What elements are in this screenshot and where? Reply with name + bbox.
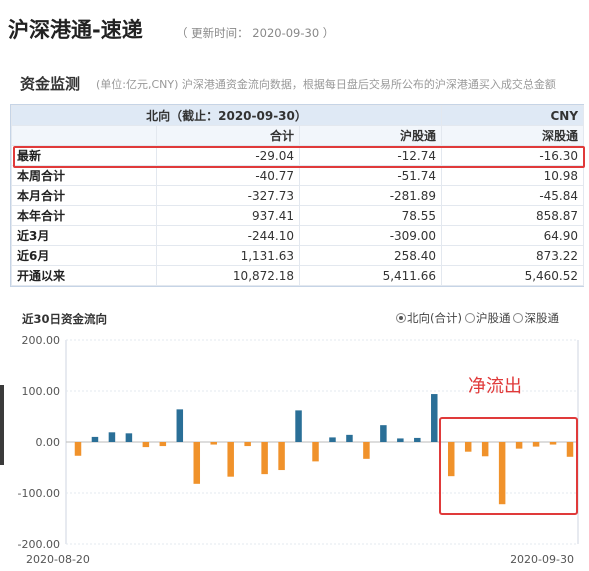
bar <box>261 442 268 475</box>
empty-header <box>11 125 157 146</box>
chart-title: 近30日资金流向 <box>22 312 108 326</box>
row-label: 本月合计 <box>11 185 157 206</box>
bar <box>431 394 438 442</box>
bar <box>397 438 404 442</box>
bar <box>498 442 506 505</box>
bar <box>176 409 184 442</box>
bar <box>312 442 319 462</box>
bar <box>414 437 421 442</box>
bar <box>566 442 574 457</box>
y-tick-label: 0.00 <box>36 436 61 449</box>
radio-shenzhen[interactable]: 深股通 <box>513 310 559 326</box>
row-value: 78.55 <box>298 205 443 226</box>
bar <box>363 442 370 459</box>
section-note: (单位:亿元,CNY) 沪深港通资金流向数据，根据每日盘后交易所公布的沪深港通买… <box>96 78 556 91</box>
net-outflow-annotation: 净流出 <box>468 376 522 397</box>
row-value: 858.87 <box>441 205 585 226</box>
radio-unselected-icon <box>513 313 524 323</box>
column-header-total: 合计 <box>156 125 300 146</box>
row-value: 10.98 <box>441 165 585 186</box>
column-header-row: 合计 沪股通 深股通 <box>11 125 585 146</box>
table-row: 本年合计 937.41 78.55 858.87 <box>11 205 585 226</box>
currency-label: CNY <box>441 105 585 126</box>
x-start-label: 2020-08-20 <box>26 553 90 566</box>
bar <box>193 442 201 484</box>
table-header-row: 北向（截止：2020-09-30） CNY <box>10 105 585 126</box>
bar <box>125 433 133 442</box>
row-label: 开通以来 <box>11 265 157 286</box>
row-value: 258.40 <box>298 245 443 266</box>
row-value: -51.74 <box>298 165 443 186</box>
row-label: 近3月 <box>11 225 157 246</box>
flow-bar-chart: 200.00 100.00 0.00 -100.00 -200.00 2020-08-20… <box>18 334 579 566</box>
bar <box>447 442 455 477</box>
y-tick-label: -200.00 <box>18 538 60 551</box>
radio-shanghai[interactable]: 沪股通 <box>464 310 511 326</box>
direction-header: 北向（截止：2020-09-30） <box>10 105 443 126</box>
bar <box>278 442 285 471</box>
row-value: 5,411.66 <box>298 265 443 286</box>
table-row: 近6月 1,131.63 258.40 873.22 <box>11 245 585 266</box>
row-value: -309.00 <box>298 225 443 246</box>
bar <box>464 442 472 452</box>
update-time: （ 更新时间： 2020-09-30 ） <box>176 26 335 40</box>
radio-label: 深股通 <box>524 311 559 325</box>
bar <box>380 425 387 442</box>
row-value: 873.22 <box>441 245 585 266</box>
bar <box>108 432 116 442</box>
bar <box>329 437 336 442</box>
row-label: 本年合计 <box>11 205 157 226</box>
bar <box>210 442 217 445</box>
bar <box>244 442 251 447</box>
x-end-label: 2020-09-30 <box>510 553 574 566</box>
bar <box>515 442 523 449</box>
row-value: 937.41 <box>156 205 300 226</box>
bar <box>549 442 557 445</box>
row-label: 本周合计 <box>11 165 157 186</box>
table-row: 开通以来 10,872.18 5,411.66 5,460.52 <box>11 265 585 286</box>
row-label: 近6月 <box>11 245 157 266</box>
row-value: 10,872.18 <box>156 265 300 286</box>
bar <box>346 434 353 442</box>
table-row: 近3月 -244.10 -309.00 64.90 <box>11 225 585 246</box>
radio-unselected-icon <box>464 313 475 323</box>
page-title: 沪深港通-速递 <box>8 18 143 42</box>
column-header-sz: 深股通 <box>441 125 585 146</box>
row-value: -327.73 <box>156 185 300 206</box>
y-tick-label: 100.00 <box>22 385 61 398</box>
bar <box>295 410 302 442</box>
radio-label: 北向(合计) <box>407 311 462 325</box>
y-tick-label: 200.00 <box>22 334 61 347</box>
row-value: -244.10 <box>156 225 300 246</box>
row-value: -45.84 <box>441 185 585 206</box>
table-row: 本周合计 -40.77 -51.74 10.98 <box>11 165 585 186</box>
bar <box>91 436 99 442</box>
left-edge-bar <box>0 385 4 465</box>
row-value: 64.90 <box>441 225 585 246</box>
row-value: 5,460.52 <box>441 265 585 286</box>
bar <box>142 442 150 448</box>
row-value: -281.89 <box>298 185 443 206</box>
capital-flow-table: 北向（截止：2020-09-30） CNY 合计 沪股通 深股通 最新 -29.0… <box>10 104 585 287</box>
y-tick-label: -100.00 <box>18 487 60 500</box>
radio-north-total[interactable]: 北向(合计) <box>396 310 462 326</box>
radio-selected-icon <box>396 313 406 323</box>
net-outflow-highlight-box <box>439 417 578 515</box>
bar <box>481 442 489 457</box>
bar <box>532 442 540 447</box>
chart-mode-radio-group: 北向(合计) 沪股通 深股通 <box>396 310 562 326</box>
section-title: 资金监测 <box>20 75 81 93</box>
column-header-sh: 沪股通 <box>298 125 443 146</box>
row-value: 1,131.63 <box>156 245 300 266</box>
table-row: 本月合计 -327.73 -281.89 -45.84 <box>11 185 585 206</box>
radio-label: 沪股通 <box>475 311 511 325</box>
row-value: -40.77 <box>156 165 300 186</box>
bar <box>74 442 82 456</box>
bar <box>159 442 167 447</box>
bar <box>227 442 234 477</box>
latest-row-highlight-box <box>13 146 585 168</box>
